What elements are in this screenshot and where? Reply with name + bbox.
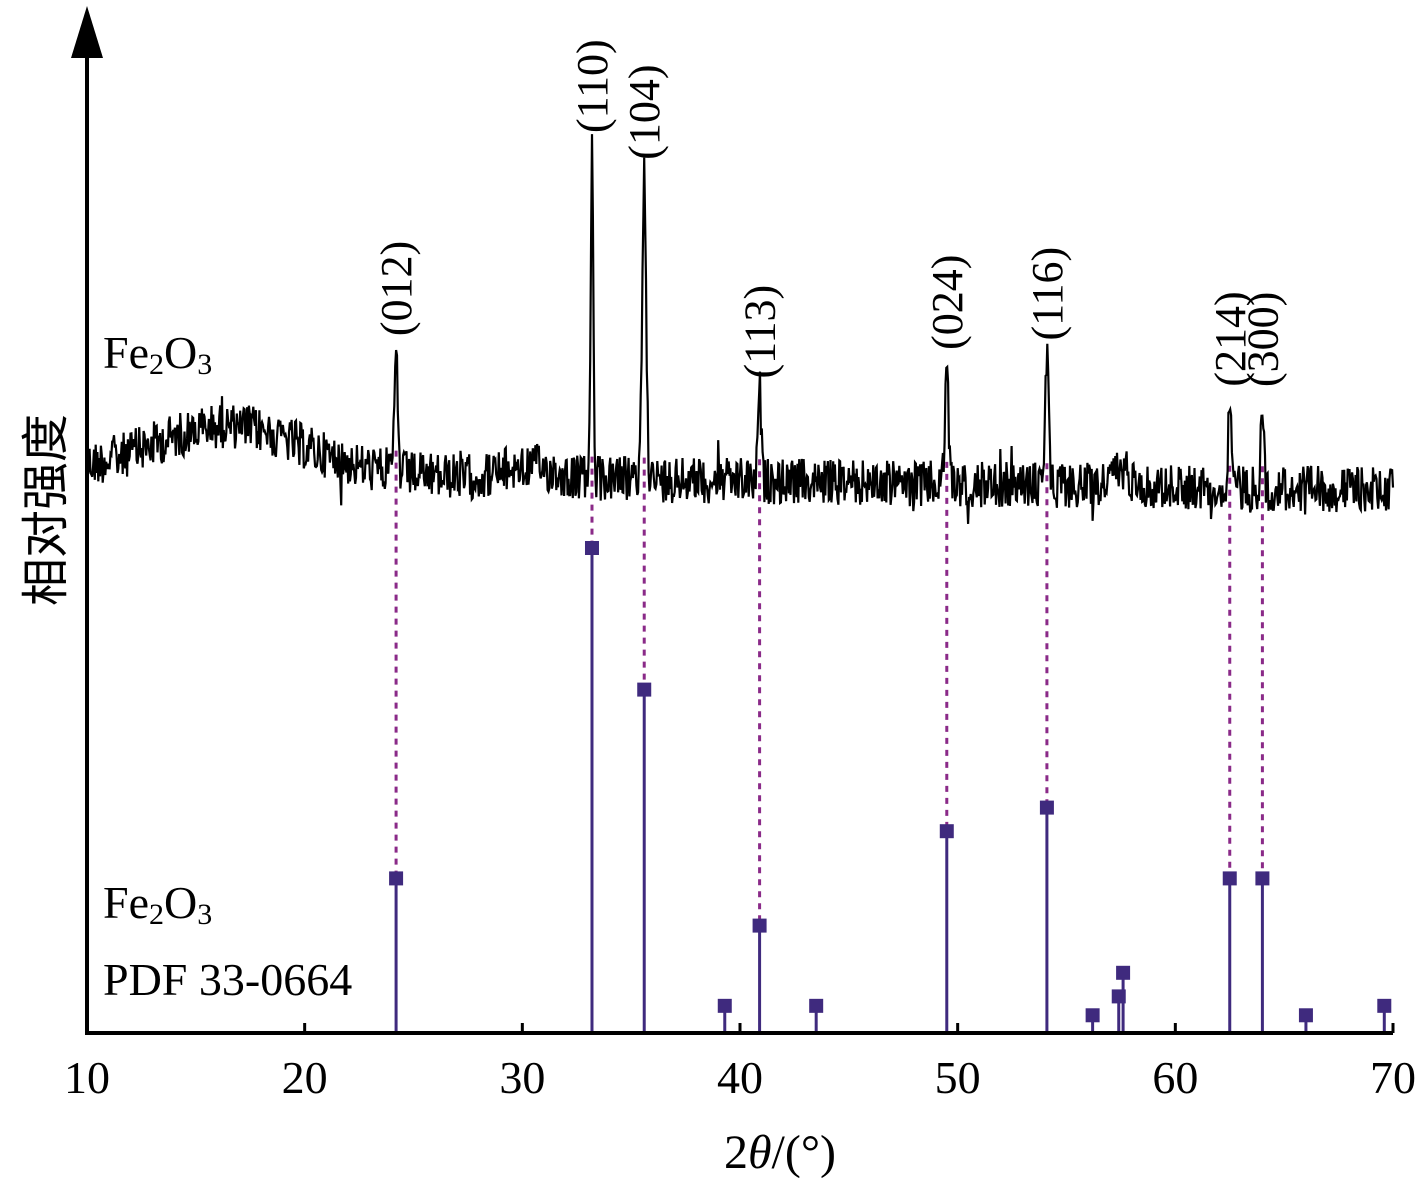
reference-stick-marker <box>389 871 404 886</box>
x-axis-title: 2θ/(°) <box>724 1126 836 1179</box>
reference-stick-marker <box>1116 965 1131 980</box>
connector-lines <box>394 450 1264 926</box>
peak-label: (110) <box>568 39 617 133</box>
peak-label: (214) <box>1206 291 1255 386</box>
x-tick-label: 40 <box>717 1052 763 1103</box>
reference-stick-marker <box>1255 871 1270 886</box>
reference-stick-marker <box>752 918 767 933</box>
reference-series-label: Fe2O3 <box>103 877 212 931</box>
reference-card-label: PDF 33-0664 <box>103 954 352 1005</box>
measured-series-label: Fe2O3 <box>103 327 212 381</box>
reference-stick-marker <box>717 998 732 1013</box>
measured-pattern-line <box>86 134 1395 524</box>
measured-pattern <box>86 134 1395 524</box>
reference-stick-marker <box>584 541 599 555</box>
y-axis-title: 相对强度 <box>20 414 73 606</box>
peak-label: (113) <box>736 285 785 379</box>
reference-stick-marker <box>637 682 652 697</box>
peak-label: (024) <box>923 255 972 350</box>
x-tick-label: 20 <box>282 1052 328 1103</box>
peak-label: (104) <box>620 64 669 159</box>
x-tick-label: 10 <box>64 1052 110 1103</box>
reference-stick-marker <box>1222 871 1237 886</box>
reference-stick-marker <box>1377 998 1392 1013</box>
peak-labels: (012) (110) (104) (113) (024) (116) (214)(300) <box>372 39 1287 387</box>
x-axis-ticks: 10 20 30 40 50 60 70 <box>64 1023 1416 1103</box>
reference-stick-marker <box>1039 800 1054 815</box>
peak-label: (012) <box>372 241 421 336</box>
reference-stick-marker <box>939 824 954 839</box>
x-tick-label: 50 <box>935 1052 981 1103</box>
peak-label: (116) <box>1023 247 1072 341</box>
y-axis-arrow <box>71 6 103 58</box>
reference-stick-marker <box>1085 1008 1100 1023</box>
reference-sticks <box>389 541 1392 1033</box>
reference-stick-marker <box>809 998 824 1013</box>
reference-stick-marker <box>1298 1008 1313 1023</box>
x-tick-label: 70 <box>1370 1052 1416 1103</box>
x-tick-label: 60 <box>1152 1052 1198 1103</box>
peak-label: (300) <box>1238 292 1287 387</box>
x-tick-label: 30 <box>499 1052 545 1103</box>
